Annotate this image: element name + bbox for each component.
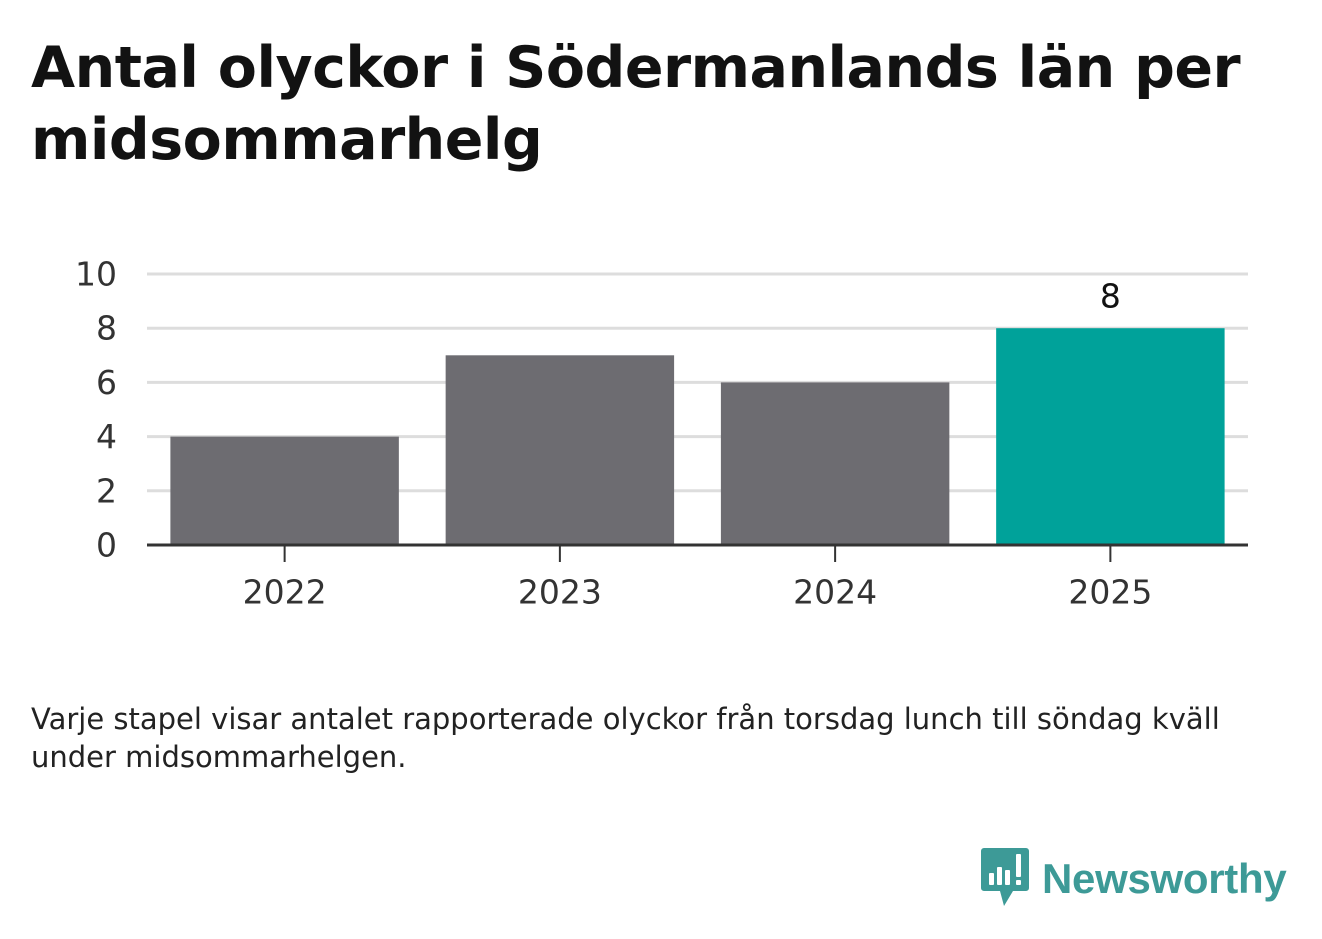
y-tick-label: 6 (96, 363, 117, 402)
data-label: 8 (1100, 277, 1121, 316)
bar-chart: 0 2 4 6 8 10 2022 2023 2024 2025 8 (75, 255, 1248, 612)
x-tick-label: 2024 (793, 573, 877, 612)
bar-2025 (996, 328, 1225, 545)
y-tick-label: 10 (75, 255, 117, 294)
x-tick-label: 2025 (1068, 573, 1152, 612)
y-axis-tick-labels: 0 2 4 6 8 10 (75, 255, 117, 565)
y-tick-label: 8 (96, 309, 117, 348)
x-tick-label: 2023 (518, 573, 602, 612)
y-tick-label: 0 (96, 526, 117, 565)
newsworthy-chat-bars-icon (980, 846, 1030, 912)
y-tick-label: 4 (96, 417, 117, 456)
bar-2022 (170, 436, 399, 545)
chart-title: Antal olyckor i Södermanlands län per mi… (31, 35, 1241, 173)
chart-caption: Varje stapel visar antalet rapporterade … (31, 702, 1220, 774)
x-axis-tick-labels: 2022 2023 2024 2025 (243, 573, 1153, 612)
bar-2024 (720, 382, 950, 545)
data-labels: 8 (1100, 277, 1121, 316)
bar-2023 (445, 355, 675, 545)
y-tick-label: 2 (96, 471, 117, 510)
newsworthy-logo-text: Newsworthy (1042, 855, 1287, 902)
newsworthy-logo: Newsworthy (980, 846, 1287, 912)
bars (170, 328, 1225, 545)
x-axis (147, 543, 1248, 562)
x-tick-label: 2022 (243, 573, 327, 612)
